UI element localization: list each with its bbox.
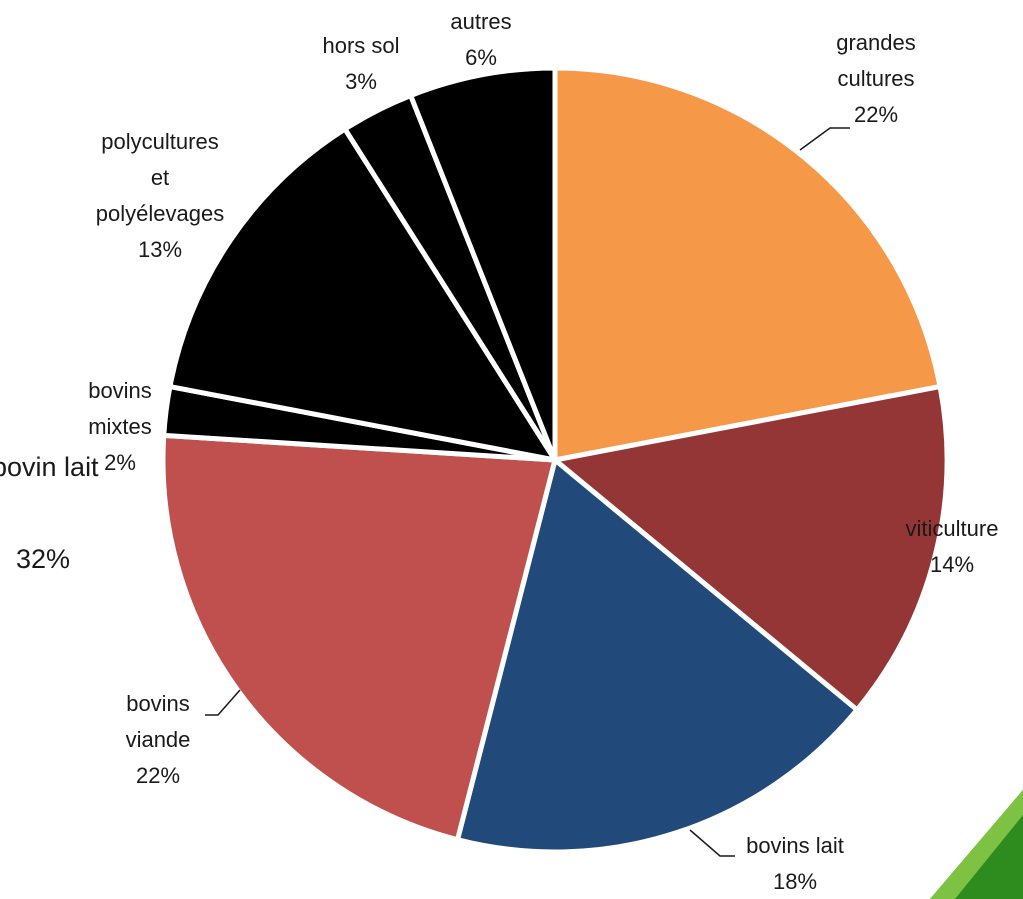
pie-slice [167, 126, 558, 463]
leader-line [799, 127, 850, 151]
pie-slice [160, 432, 558, 843]
slice-label: grandes cultures 22% [836, 30, 916, 127]
pie-slice [552, 65, 943, 463]
corner-decoration-highlight [930, 790, 1023, 899]
pie-slice [408, 65, 558, 463]
overlay-label-value: 32% [16, 544, 71, 574]
slice-label: bovins viande 22% [126, 691, 191, 788]
overlay-label-name: bovin lait [0, 452, 99, 482]
slice-label: bovins lait 18% [746, 833, 844, 894]
slice-label: hors sol 3% [322, 33, 399, 94]
pie-slice [552, 384, 950, 713]
slice-label: bovins mixtes 2% [88, 378, 152, 475]
slice-label: polycultures et polyélevages 13% [96, 129, 224, 262]
leader-line [205, 689, 241, 716]
leader-line [689, 829, 735, 857]
slice-label: autres 6% [450, 9, 511, 70]
slice-label: viticulture 14% [906, 516, 999, 577]
pie-slice [455, 457, 860, 855]
